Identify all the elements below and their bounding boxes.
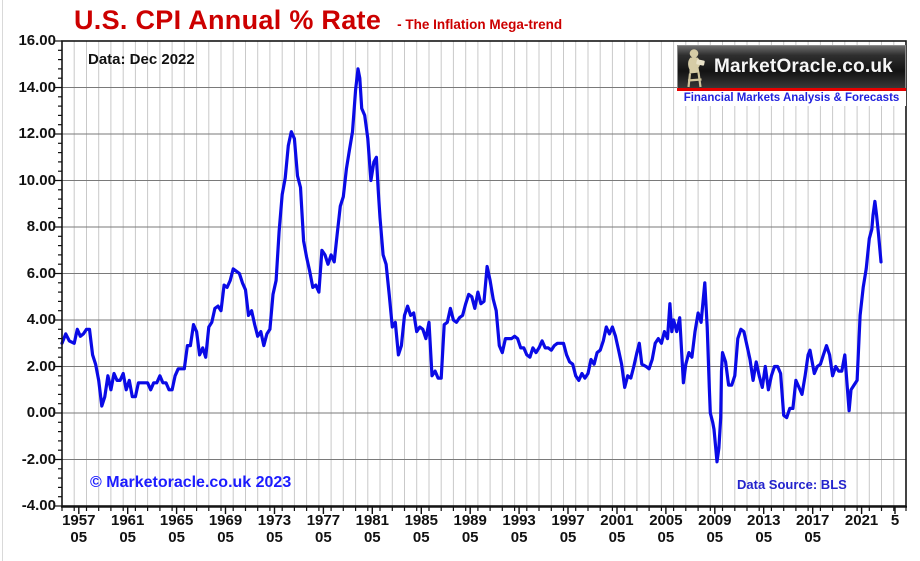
- x-axis-label: 2001 05: [600, 512, 634, 546]
- data-asof-label: Data: Dec 2022: [88, 51, 195, 68]
- x-axis-label: 1961 05: [110, 512, 145, 546]
- chart-header: U.S. CPI Annual % Rate - The Inflation M…: [74, 5, 562, 36]
- x-axis-label: 1965 05: [159, 512, 194, 546]
- oracle-statue-icon: [687, 49, 705, 88]
- x-axis-label: 2017 05: [795, 512, 830, 546]
- y-axis-label: 10.00: [18, 171, 56, 189]
- x-axis-label: 2013 05: [747, 512, 781, 546]
- marketoracle-logo[interactable]: MarketOracle.co.uk Financial Markets Ana…: [677, 45, 906, 106]
- y-axis-label: 12.00: [18, 125, 56, 142]
- y-axis-label: 14.00: [18, 78, 56, 96]
- y-axis-label: -4.00: [21, 497, 56, 514]
- x-axis-label: 1973 05: [257, 512, 292, 546]
- x-axis-label: 1989 05: [453, 512, 487, 546]
- page-left-border: [2, 0, 3, 561]
- x-axis-label: 1993 05: [502, 512, 536, 546]
- y-axis-label: 8.00: [26, 218, 56, 235]
- data-source-note: Data Source: BLS: [737, 477, 847, 492]
- logo-wordmark: MarketOracle.co.uk: [714, 56, 893, 77]
- x-axis-label: 1957 05: [62, 512, 96, 546]
- page-subtitle: - The Inflation Mega-trend: [397, 17, 563, 32]
- y-axis-label: 4.00: [26, 311, 56, 328]
- x-axis-label: 5: [890, 512, 900, 529]
- y-axis-label: 0.00: [26, 404, 56, 421]
- x-axis-label: 2009 05: [698, 512, 732, 546]
- y-axis-label: 16.00: [18, 32, 56, 49]
- page-title: U.S. CPI Annual % Rate: [74, 5, 382, 35]
- logo-divider: [677, 88, 906, 91]
- y-axis-label: 6.00: [26, 264, 56, 282]
- x-axis-label: 2021: [844, 512, 879, 529]
- y-axis-label: 2.00: [26, 357, 56, 375]
- x-axis-label: 2005 05: [649, 512, 683, 546]
- x-axis-label: 1997 05: [551, 512, 585, 546]
- y-axis-label: -2.00: [21, 450, 56, 468]
- x-axis-label: 1977 05: [306, 512, 341, 546]
- logo-banner: MarketOracle.co.uk: [677, 45, 906, 88]
- cpi-data-line: [60, 67, 883, 464]
- x-axis-label: 1969 05: [208, 512, 243, 546]
- copyright-note: © Marketoracle.co.uk 2023: [90, 474, 292, 491]
- x-axis-label: 1985 05: [404, 512, 438, 546]
- logo-tagline: Financial Markets Analysis & Forecasts: [683, 92, 900, 104]
- x-axis-label: 1981 05: [355, 512, 389, 546]
